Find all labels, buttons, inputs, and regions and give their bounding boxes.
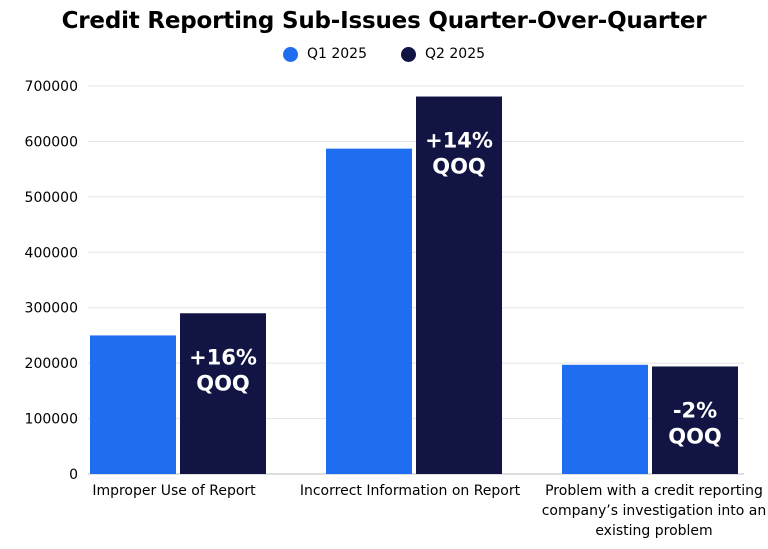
bar-annotation-2-0: -2% [673,398,717,422]
bar-annotation-1-0: +14% [425,129,493,153]
bar-q2-0 [180,313,266,474]
y-tick-label: 600000 [25,134,78,150]
bar-annotation-0-1: QOQ [196,371,250,395]
y-tick-label: 300000 [25,301,78,317]
legend-swatch-q1 [282,46,298,62]
x-tick-label-2: Problem with a credit reporting company’… [541,483,767,539]
bar-q2-2 [652,366,738,474]
bar-q1-0 [90,335,176,474]
legend-label-q1: Q1 2025 [306,46,367,62]
bar-annotation-2-1: QOQ [668,424,722,448]
bar-q1-2 [562,364,648,474]
y-tick-label: 500000 [25,190,78,206]
legend-item-q1[interactable]: Q1 2025 [282,46,367,62]
bar-annotation-0-0: +16% [189,345,257,369]
chart-title: Credit Reporting Sub-Issues Quarter-Over… [61,8,707,34]
bar-annotation-1-1: QOQ [432,155,486,179]
legend-swatch-q2 [401,46,416,62]
x-tick-label-0: Improper Use of Report [92,483,256,499]
bar-q2-1 [416,96,502,474]
legend-label-q2: Q2 2025 [425,46,486,62]
legend-item-q2[interactable]: Q2 2025 [401,46,485,62]
legend: Q1 2025 Q2 2025 [0,46,768,62]
y-tick-label: 0 [69,467,78,483]
y-tick-label: 400000 [25,245,78,261]
y-tick-label: 100000 [25,412,78,428]
y-tick-label: 700000 [25,79,78,95]
bar-q1-1 [326,148,412,475]
x-tick-label-1: Incorrect Information on Report [299,483,521,499]
y-tick-label: 200000 [25,356,78,372]
